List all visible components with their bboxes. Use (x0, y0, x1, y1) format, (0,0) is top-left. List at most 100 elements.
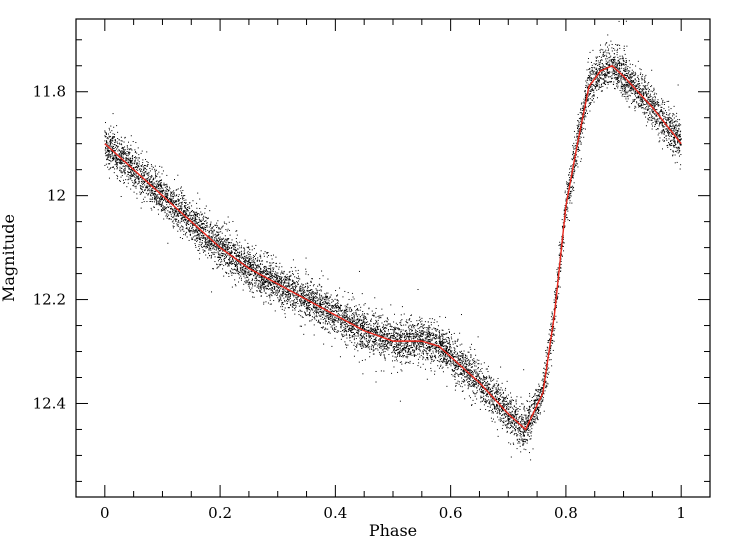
data-point (106, 140, 108, 142)
data-point (621, 67, 623, 69)
data-point (610, 40, 612, 42)
data-point (368, 340, 370, 342)
data-point (614, 56, 616, 58)
data-point (572, 188, 574, 190)
data-point (488, 384, 490, 386)
data-point (562, 245, 564, 247)
data-point (330, 296, 332, 298)
data-point (241, 271, 243, 273)
data-point (532, 423, 534, 425)
data-point (237, 248, 239, 250)
data-point (112, 140, 114, 142)
data-point (342, 312, 344, 314)
data-point (321, 299, 323, 301)
data-point (315, 311, 317, 313)
data-point (351, 332, 352, 334)
data-point (104, 131, 106, 133)
data-point (588, 68, 590, 70)
data-point (444, 358, 446, 360)
data-point (640, 72, 642, 74)
data-point (524, 438, 526, 440)
data-point (593, 98, 594, 100)
data-point (407, 322, 409, 324)
data-point (194, 217, 196, 219)
data-point (335, 306, 337, 308)
data-point (227, 263, 229, 265)
data-point (337, 294, 339, 296)
data-point (335, 331, 337, 333)
data-point (570, 165, 572, 167)
data-point (216, 231, 218, 233)
data-point (327, 309, 329, 311)
data-point (420, 323, 422, 325)
data-point (215, 249, 217, 251)
data-point (662, 124, 664, 126)
data-point (426, 357, 428, 359)
data-point (508, 404, 510, 406)
data-point (252, 257, 254, 259)
data-point (380, 347, 382, 349)
data-point (227, 264, 229, 266)
data-point (475, 372, 477, 374)
data-point (347, 317, 349, 319)
data-point (501, 396, 503, 398)
data-point (115, 161, 117, 163)
data-point (622, 84, 624, 86)
data-point (493, 386, 495, 388)
data-point (288, 279, 290, 281)
data-point (527, 410, 529, 412)
data-point (460, 350, 462, 352)
data-point (336, 307, 338, 309)
data-point (581, 123, 583, 125)
data-point (452, 375, 454, 377)
data-point (521, 438, 523, 440)
data-point (302, 293, 304, 295)
data-point (205, 238, 207, 240)
data-point (299, 288, 301, 290)
data-point (651, 114, 653, 116)
data-point (642, 107, 644, 109)
data-point (238, 271, 240, 273)
data-point (114, 168, 116, 170)
data-point (647, 96, 649, 98)
data-point (128, 153, 130, 155)
data-point (673, 139, 675, 141)
data-point (407, 334, 409, 336)
data-point (426, 337, 428, 339)
data-point (319, 293, 321, 295)
data-point (194, 215, 196, 217)
data-point (303, 333, 305, 335)
data-point (312, 285, 314, 287)
data-point (292, 274, 294, 276)
data-point (654, 104, 656, 106)
data-point (549, 350, 551, 352)
data-point (361, 293, 363, 295)
data-point (652, 118, 654, 119)
data-point (475, 365, 477, 367)
data-point (566, 194, 568, 196)
data-point (144, 190, 146, 192)
data-point (247, 261, 249, 263)
data-point (500, 419, 502, 421)
data-point (123, 182, 125, 184)
data-point (170, 215, 172, 217)
data-point (535, 403, 537, 405)
data-point (534, 404, 536, 406)
data-point (339, 307, 341, 309)
data-point (584, 91, 586, 93)
data-point (254, 267, 256, 269)
data-point (541, 387, 543, 389)
data-point (423, 346, 425, 348)
data-point (353, 318, 355, 320)
data-point (237, 252, 239, 254)
data-point (194, 219, 196, 221)
data-point (617, 79, 619, 81)
data-point (350, 327, 352, 329)
data-point (428, 330, 430, 332)
data-point (232, 260, 234, 262)
data-point (211, 252, 213, 254)
data-point (202, 219, 204, 221)
data-point (464, 376, 466, 378)
data-point (219, 243, 221, 245)
data-point (510, 424, 512, 426)
